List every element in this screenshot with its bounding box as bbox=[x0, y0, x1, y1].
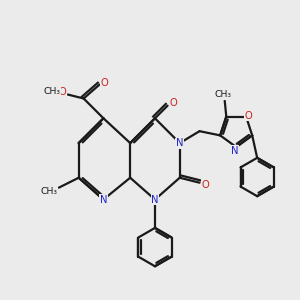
Text: O: O bbox=[244, 111, 252, 121]
Text: O: O bbox=[202, 180, 209, 190]
Text: N: N bbox=[232, 146, 239, 156]
Text: N: N bbox=[151, 194, 159, 205]
Text: N: N bbox=[100, 194, 107, 205]
Text: N: N bbox=[176, 138, 184, 148]
Text: CH₃: CH₃ bbox=[44, 87, 60, 96]
Text: O: O bbox=[59, 86, 67, 97]
Text: O: O bbox=[100, 78, 108, 88]
Text: CH₃: CH₃ bbox=[214, 90, 231, 99]
Text: O: O bbox=[169, 98, 177, 108]
Text: CH₃: CH₃ bbox=[40, 187, 57, 196]
